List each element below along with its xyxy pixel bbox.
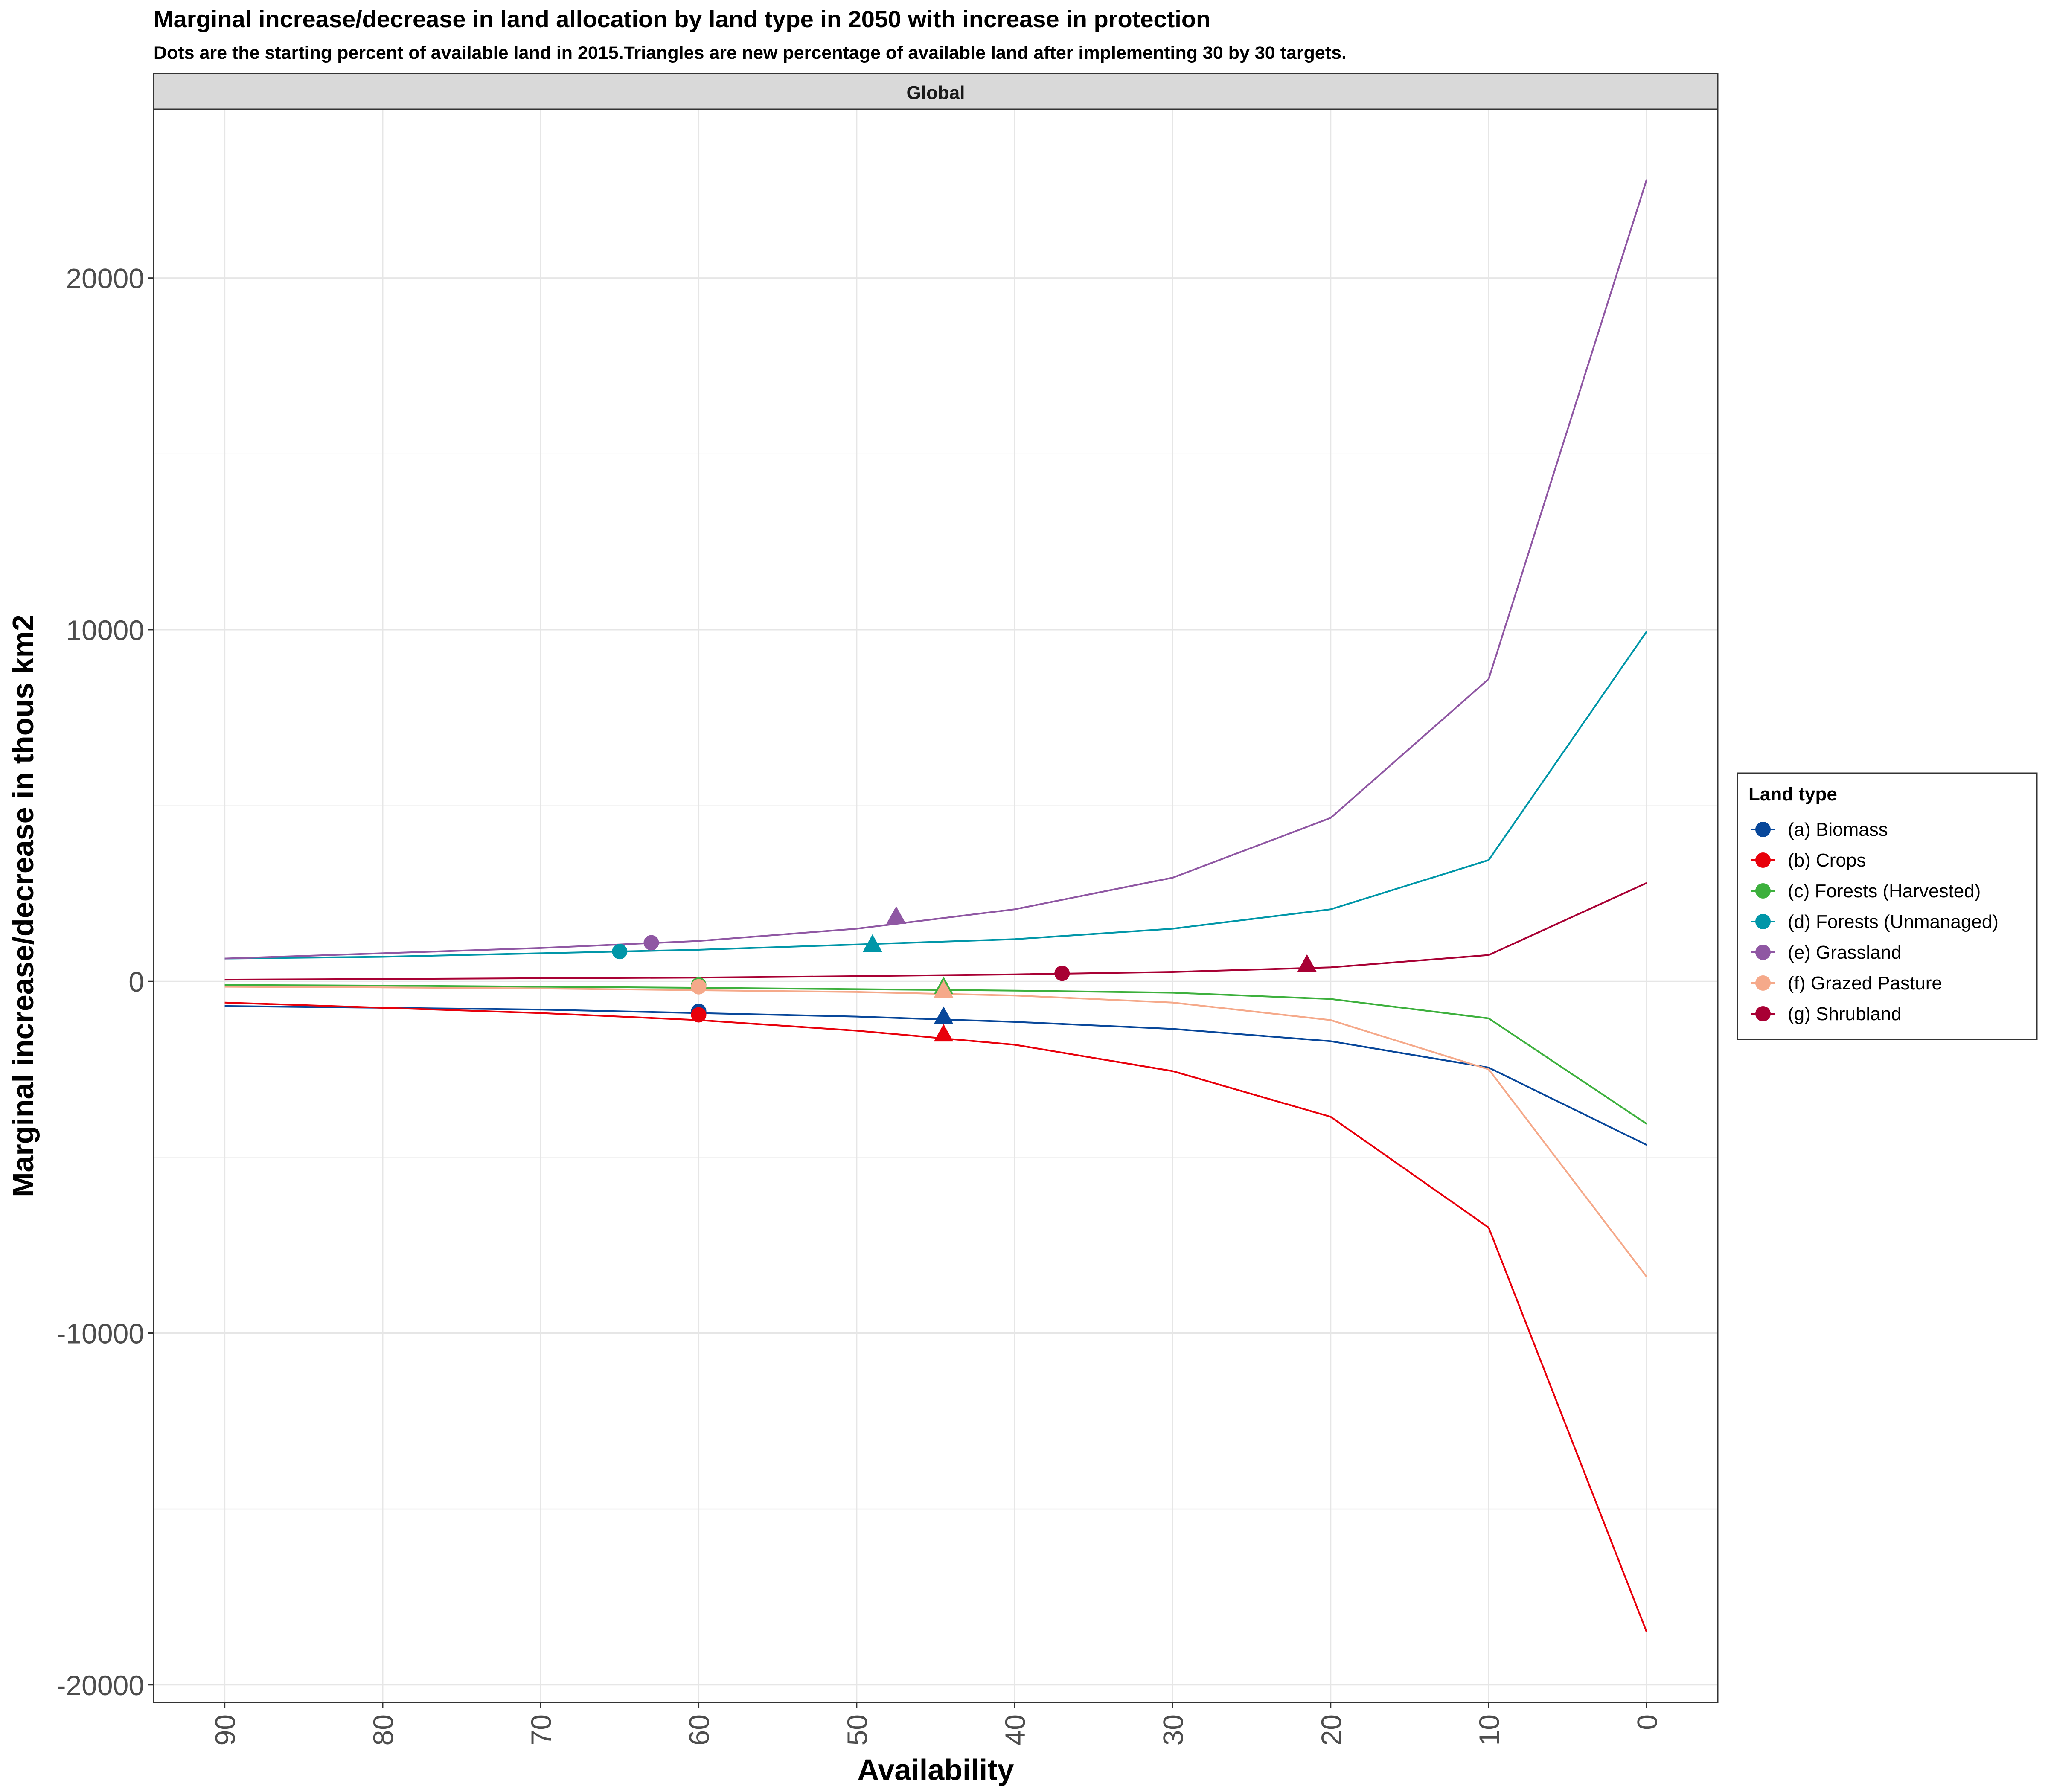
y-axis-title: Marginal increase/decrease in thous km2 — [6, 614, 40, 1197]
legend-label: (e) Grassland — [1788, 942, 1902, 963]
series-line — [224, 631, 1648, 960]
series-line — [224, 179, 1648, 960]
y-tick-label: 20000 — [66, 263, 144, 294]
legend-key-dot — [1755, 822, 1771, 837]
legend-items: (a) Biomass (b) Crops (c) Forests (Harvest… — [1751, 819, 1999, 1024]
legend-label: (f) Grazed Pasture — [1788, 973, 1942, 994]
legend-key-dot — [1755, 1006, 1771, 1021]
grid-lines — [154, 109, 1718, 1702]
x-tick-label: 50 — [841, 1714, 873, 1745]
legend-box — [1737, 772, 2038, 1040]
target-triangle — [863, 934, 882, 952]
chart-subtitle: Dots are the starting percent of availab… — [154, 43, 1347, 63]
x-tick-label: 80 — [367, 1714, 399, 1745]
legend-label: (b) Crops — [1788, 850, 1866, 871]
plot-panel — [154, 109, 1718, 1702]
legend-label: (g) Shrubland — [1788, 1004, 1902, 1024]
legend-label: (a) Biomass — [1788, 819, 1888, 840]
x-tick-label: 70 — [525, 1714, 557, 1745]
x-tick-label: 90 — [209, 1714, 241, 1745]
y-tick-label: 10000 — [66, 614, 144, 646]
target-triangle — [934, 1024, 954, 1042]
legend-title: Land type — [1748, 784, 1837, 805]
start-dot — [643, 935, 659, 951]
y-tick-label: -20000 — [56, 1670, 144, 1701]
x-tick-label: 10 — [1473, 1714, 1505, 1745]
x-tick-label: 40 — [999, 1714, 1031, 1745]
target-triangle — [934, 980, 954, 998]
start-dot — [691, 1007, 707, 1023]
x-tick-label: 60 — [684, 1714, 715, 1745]
series-line — [224, 1005, 1647, 1146]
legend-key-dot — [1755, 914, 1771, 929]
y-tick-label: 0 — [128, 966, 144, 998]
legend-key-dot — [1755, 975, 1771, 991]
start-dot — [691, 979, 707, 995]
start-dot — [612, 944, 628, 960]
y-tick-label: -10000 — [56, 1318, 144, 1350]
legend-key-dot — [1755, 883, 1771, 899]
facet-strip — [153, 73, 1719, 110]
legend-label: (c) Forests (Harvested) — [1788, 881, 1981, 902]
legend-key-dot — [1755, 852, 1771, 868]
start-dot — [1054, 966, 1070, 981]
target-triangle — [886, 906, 906, 924]
y-axis: 20000 10000 0 -10000 -20000 — [56, 263, 154, 1701]
facet-label: Global — [907, 82, 965, 103]
target-triangle — [934, 1006, 954, 1024]
series-line — [224, 1001, 1648, 1632]
x-tick-label: 0 — [1631, 1714, 1663, 1730]
x-axis-title: Availability — [858, 1753, 1014, 1786]
legend-label: (d) Forests (Unmanaged) — [1788, 911, 1999, 932]
series-line — [224, 984, 1647, 1125]
x-tick-label: 20 — [1315, 1714, 1347, 1745]
x-axis: 90 80 70 60 50 40 30 20 10 0 — [209, 1702, 1663, 1745]
plot-border — [153, 108, 1719, 1703]
target-triangle — [1297, 954, 1317, 972]
legend-key-dot — [1755, 945, 1771, 960]
x-tick-label: 30 — [1157, 1714, 1189, 1745]
chart-title: Marginal increase/decrease in land alloc… — [154, 6, 1210, 32]
series-line — [224, 882, 1647, 981]
markers — [612, 906, 1317, 1042]
